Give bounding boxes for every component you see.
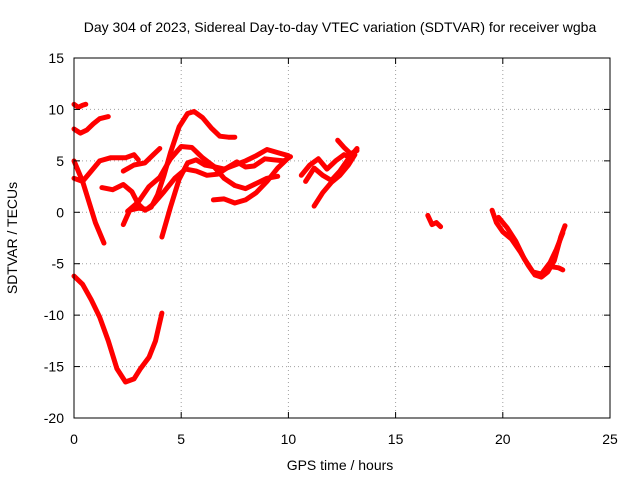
y-tick-label: -15	[44, 359, 64, 375]
x-axis-label: GPS time / hours	[287, 457, 394, 473]
data-traces	[71, 101, 568, 385]
plot-frame	[73, 57, 611, 419]
y-tick-label: -20	[44, 410, 64, 426]
series-line-arc-3	[71, 273, 165, 385]
x-tick-label: 15	[388, 431, 404, 447]
series-line-arc-15	[335, 137, 360, 157]
axis-ticks: 0 5 10 15 20 25 -20 -15 -10 -5 0 5 10 15	[44, 50, 618, 447]
series-line-arc-16	[425, 212, 444, 230]
chart-title: Day 304 of 2023, Sidereal Day-to-day VTE…	[84, 19, 597, 35]
series-line-arc-14	[311, 152, 358, 209]
x-tick-label: 10	[281, 431, 297, 447]
series-line-arc-11	[210, 157, 289, 206]
y-tick-label: -5	[52, 256, 65, 272]
series-line-arc-8	[120, 154, 293, 228]
x-tick-label: 0	[70, 431, 78, 447]
x-tick-label: 20	[495, 431, 511, 447]
series-line-arc-7	[120, 146, 163, 174]
series-line-arc-5	[71, 152, 141, 184]
y-tick-label: -10	[44, 307, 64, 323]
series-line-arc-4	[71, 158, 107, 246]
grid-lines	[74, 58, 610, 418]
series-line-arc-2	[71, 114, 111, 136]
series-line-arc-12	[298, 152, 354, 178]
series-line-arc-9	[125, 144, 281, 214]
series-line-arc-19	[549, 264, 566, 273]
series-line-arc-18	[496, 214, 566, 277]
series-line-arc-10	[159, 147, 291, 240]
y-tick-label: 0	[56, 204, 64, 220]
x-tick-label: 25	[602, 431, 618, 447]
y-tick-label: 15	[48, 50, 64, 66]
series-line-arc-1	[71, 101, 89, 110]
y-tick-label: 5	[56, 153, 64, 169]
y-axis-label: SDTVAR / TECUs	[4, 182, 20, 294]
x-tick-label: 5	[177, 431, 185, 447]
y-tick-label: 10	[48, 101, 64, 117]
